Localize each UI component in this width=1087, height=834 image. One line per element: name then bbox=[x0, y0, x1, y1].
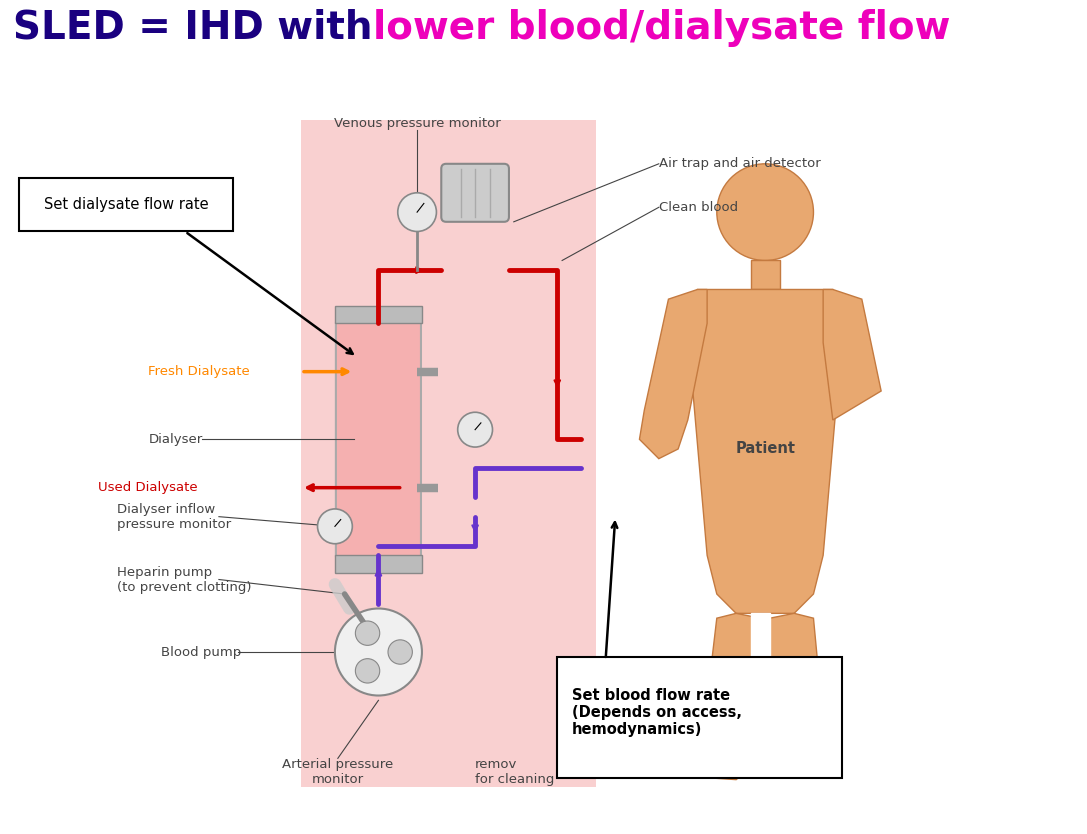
Circle shape bbox=[355, 621, 379, 646]
Polygon shape bbox=[770, 613, 821, 777]
Text: Clean blood: Clean blood bbox=[659, 201, 738, 214]
Polygon shape bbox=[751, 613, 770, 661]
Polygon shape bbox=[751, 260, 779, 289]
Polygon shape bbox=[708, 613, 760, 780]
Text: remov
for cleaning: remov for cleaning bbox=[475, 758, 554, 786]
Text: SLED = IHD with: SLED = IHD with bbox=[13, 9, 386, 47]
Text: Air trap and air detector: Air trap and air detector bbox=[659, 158, 821, 170]
Text: Dialyser inflow
pressure monitor: Dialyser inflow pressure monitor bbox=[117, 503, 232, 530]
FancyBboxPatch shape bbox=[558, 657, 842, 777]
Bar bbox=[335, 555, 422, 573]
Text: Blood pump: Blood pump bbox=[161, 646, 241, 659]
Circle shape bbox=[335, 609, 422, 696]
Text: Patient: Patient bbox=[735, 441, 795, 456]
Text: Arterial pressure
monitor: Arterial pressure monitor bbox=[283, 758, 393, 786]
Circle shape bbox=[388, 640, 412, 664]
Circle shape bbox=[355, 659, 379, 683]
Circle shape bbox=[398, 193, 437, 232]
Bar bbox=[335, 306, 422, 324]
Polygon shape bbox=[688, 289, 842, 613]
Text: Venous pressure monitor: Venous pressure monitor bbox=[334, 117, 500, 130]
Bar bbox=[301, 120, 596, 787]
Text: Dialyser: Dialyser bbox=[148, 433, 202, 446]
Text: Set dialysate flow rate: Set dialysate flow rate bbox=[43, 198, 209, 213]
Text: lower blood/dialysate flow: lower blood/dialysate flow bbox=[373, 9, 950, 47]
Polygon shape bbox=[639, 289, 708, 459]
Text: Fresh Dialysate: Fresh Dialysate bbox=[148, 365, 250, 378]
Text: Used Dialysate: Used Dialysate bbox=[98, 481, 198, 495]
FancyBboxPatch shape bbox=[18, 178, 234, 232]
Circle shape bbox=[317, 509, 352, 544]
Circle shape bbox=[716, 163, 813, 260]
FancyBboxPatch shape bbox=[441, 163, 509, 222]
Text: Heparin pump
(to prevent clotting): Heparin pump (to prevent clotting) bbox=[117, 565, 252, 594]
Polygon shape bbox=[823, 289, 882, 420]
FancyBboxPatch shape bbox=[336, 319, 421, 560]
Circle shape bbox=[458, 412, 492, 447]
Text: Set blood flow rate
(Depends on access,
hemodynamics): Set blood flow rate (Depends on access, … bbox=[572, 687, 741, 737]
